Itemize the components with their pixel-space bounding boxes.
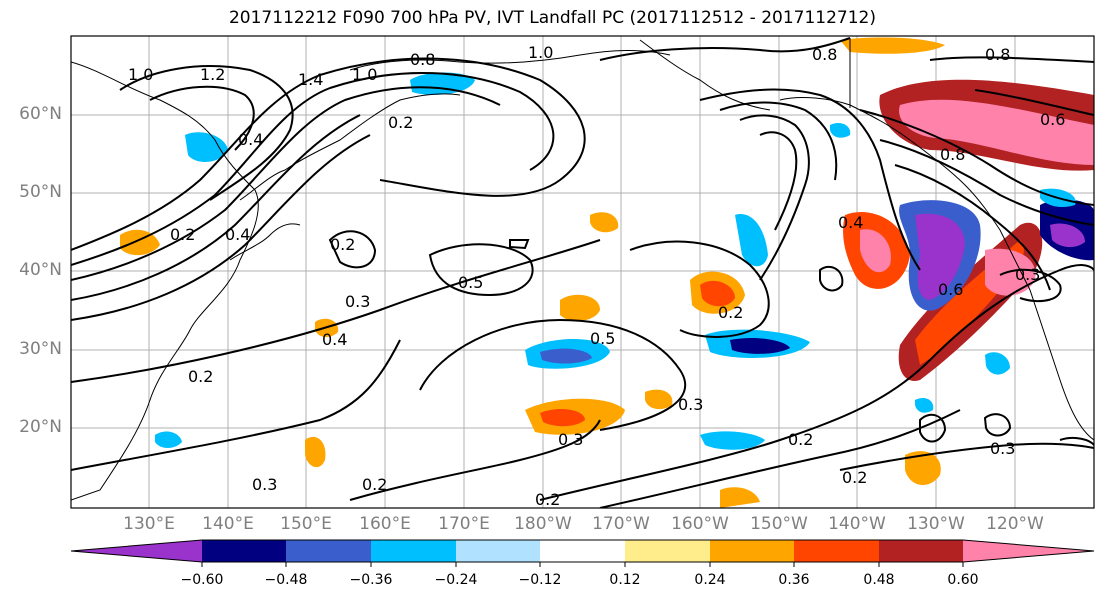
map-content <box>71 36 1094 508</box>
colorbar-label: 0.12 <box>609 572 641 588</box>
contour-label: 0.3 <box>1015 265 1040 284</box>
contour-label: 0.3 <box>252 475 277 494</box>
contour-label: 0.2 <box>535 490 560 509</box>
colorbar-label: 0.60 <box>947 572 979 588</box>
colorbar-bin <box>794 540 879 562</box>
lat-label: 50°N <box>19 182 62 202</box>
contour-label: 0.2 <box>842 468 867 487</box>
colorbar-bin <box>963 540 1094 562</box>
contour-label: 0.2 <box>188 367 213 386</box>
colorbar-bin <box>371 540 456 562</box>
colorbar-label: −0.24 <box>434 572 478 588</box>
lon-label: 170°E <box>438 514 490 534</box>
contour-label: 0.8 <box>812 45 837 64</box>
map-frame <box>70 35 1095 509</box>
contour-label: 0.8 <box>940 145 965 164</box>
lon-label: 170°W <box>592 514 650 534</box>
lon-label: 150°E <box>280 514 332 534</box>
colorbar-bin <box>710 540 794 562</box>
colorbar-bin <box>879 540 963 562</box>
colorbar-label: −0.60 <box>180 572 224 588</box>
contour-label: 0.3 <box>558 430 583 449</box>
colorbar-label: −0.36 <box>349 572 393 588</box>
map-title: 2017112212 F090 700 hPa PV, IVT Landfall… <box>228 8 876 28</box>
contour-label: 1.4 <box>298 70 323 89</box>
contour-label: 1.0 <box>352 65 377 84</box>
positive-shading <box>120 37 1094 508</box>
colorbar-label: 0.48 <box>863 572 895 588</box>
contour-label: 0.4 <box>322 330 347 349</box>
lon-label: 120°W <box>986 514 1044 534</box>
contour-label: 0.3 <box>345 292 370 311</box>
colorbar-bin <box>71 540 202 562</box>
contour-label: 1.0 <box>528 43 553 62</box>
colorbar-bin <box>540 540 625 562</box>
colorbar-label: −0.12 <box>518 572 562 588</box>
contour-label: 0.2 <box>388 113 413 132</box>
coastlines <box>71 36 1094 508</box>
colorbar-label: −0.48 <box>264 572 308 588</box>
colorbar-label: 0.24 <box>694 572 726 588</box>
colorbar-bin <box>202 540 286 562</box>
lon-label: 160°W <box>671 514 729 534</box>
contour-label: 0.4 <box>838 213 863 232</box>
contour-label: 1.2 <box>200 65 225 84</box>
lon-label: 140°E <box>202 514 254 534</box>
colorbar-bin <box>286 540 371 562</box>
contour-label: 0.2 <box>788 430 813 449</box>
lat-label: 60°N <box>19 104 62 124</box>
contour-label: 0.2 <box>362 475 387 494</box>
contour-label: 0.4 <box>225 225 250 244</box>
colorbar <box>70 539 1095 567</box>
contour-label: 0.6 <box>1040 110 1065 129</box>
colorbar-bin <box>456 540 540 562</box>
lon-label: 150°W <box>750 514 808 534</box>
colorbar-label: 0.36 <box>778 572 810 588</box>
colorbar-bin <box>625 540 710 562</box>
lon-label: 130°W <box>907 514 965 534</box>
contour-label: 0.5 <box>458 273 483 292</box>
lat-label: 20°N <box>19 417 62 437</box>
contour-label: 0.3 <box>990 439 1015 458</box>
contour-label: 0.4 <box>238 130 263 149</box>
contour-label: 0.2 <box>330 235 355 254</box>
contour-label: 0.8 <box>410 50 435 69</box>
lat-label: 40°N <box>19 260 62 280</box>
contour-label: 0.6 <box>938 280 963 299</box>
contour-label: 0.2 <box>170 225 195 244</box>
pv-contours <box>71 37 1094 508</box>
contour-label: 0.8 <box>985 45 1010 64</box>
lon-label: 160°E <box>359 514 411 534</box>
lon-label: 180°W <box>514 514 572 534</box>
lon-label: 140°W <box>828 514 886 534</box>
contour-label: 0.5 <box>590 329 615 348</box>
contour-label: 0.2 <box>718 303 743 322</box>
contour-label: 0.3 <box>678 395 703 414</box>
negative-shading <box>155 72 1094 450</box>
lat-label: 30°N <box>19 339 62 359</box>
contour-label: 1.0 <box>128 65 153 84</box>
lon-label: 130°E <box>123 514 175 534</box>
contour-labels: 1.0 1.2 1.4 1.0 0.8 1.0 0.8 0.8 0.2 0.4 … <box>128 43 1065 509</box>
